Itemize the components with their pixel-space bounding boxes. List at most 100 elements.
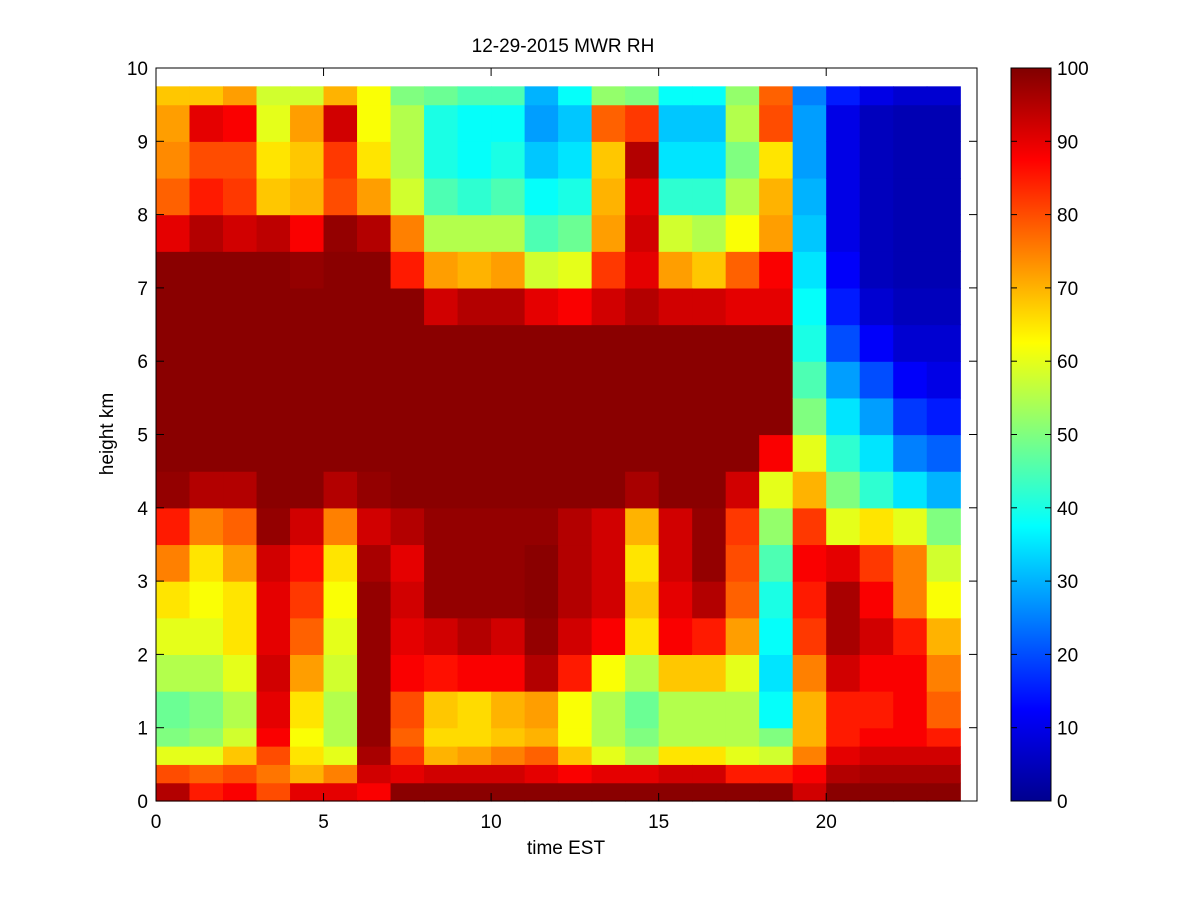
heatmap-cell <box>424 746 459 765</box>
heatmap-cell <box>692 782 727 802</box>
heatmap-cell <box>658 397 693 436</box>
heatmap-cell <box>759 471 794 509</box>
heatmap-cell <box>390 86 425 106</box>
heatmap-cell <box>357 727 392 747</box>
heatmap-cell <box>491 251 526 289</box>
heatmap-cell <box>457 177 492 216</box>
heatmap-cell <box>290 544 325 582</box>
colorbar-tick-label: 60 <box>1057 352 1078 373</box>
heatmap-cell <box>256 782 291 802</box>
heatmap-cell <box>826 617 861 655</box>
heatmap-cell <box>424 764 459 784</box>
heatmap-cell <box>491 782 526 802</box>
heatmap-cell <box>156 471 191 509</box>
heatmap-cell <box>725 324 760 362</box>
x-tick-label: 0 <box>151 812 162 833</box>
heatmap-cell <box>223 177 258 216</box>
heatmap-cell <box>357 617 392 655</box>
heatmap-cell <box>692 654 727 692</box>
heatmap-cell <box>591 691 626 729</box>
heatmap-cell <box>323 214 358 252</box>
heatmap-cell <box>290 471 325 509</box>
heatmap-cell <box>223 581 258 619</box>
heatmap-cell <box>390 617 425 655</box>
heatmap-cell <box>625 434 660 472</box>
heatmap-cell <box>859 141 894 179</box>
heatmap-cell <box>759 287 794 326</box>
heatmap-cell <box>524 727 559 747</box>
heatmap-cell <box>859 251 894 289</box>
heatmap-cell <box>692 471 727 509</box>
heatmap-cell <box>558 581 593 619</box>
y-tick-label: 7 <box>137 279 148 300</box>
y-axis-label: height km <box>97 393 118 475</box>
heatmap-cell <box>859 287 894 326</box>
heatmap-cell <box>926 727 961 747</box>
heatmap-cell <box>189 507 224 546</box>
heatmap-cell <box>759 397 794 436</box>
heatmap-cell <box>323 397 358 436</box>
heatmap-cell <box>591 581 626 619</box>
heatmap-cell <box>491 177 526 216</box>
heatmap-cell <box>826 251 861 289</box>
heatmap-cell <box>625 177 660 216</box>
heatmap-cell <box>357 251 392 289</box>
heatmap-cell <box>156 654 191 692</box>
heatmap-cell <box>457 251 492 289</box>
heatmap-cell <box>792 86 827 106</box>
heatmap-cell <box>524 361 559 399</box>
heatmap-cell <box>491 654 526 692</box>
heatmap-cell <box>792 251 827 289</box>
heatmap-cell <box>189 617 224 655</box>
heatmap-cell <box>491 434 526 472</box>
heatmap-cell <box>759 746 794 765</box>
heatmap-cell <box>859 782 894 802</box>
heatmap-cell <box>189 727 224 747</box>
heatmap-cell <box>290 434 325 472</box>
heatmap-cell <box>792 782 827 802</box>
heatmap-cell <box>491 746 526 765</box>
heatmap-cell <box>658 507 693 546</box>
heatmap-cell <box>156 764 191 784</box>
heatmap-cell <box>457 727 492 747</box>
heatmap-cell <box>826 507 861 546</box>
heatmap-cell <box>859 324 894 362</box>
heatmap-cell <box>256 617 291 655</box>
heatmap-cell <box>591 251 626 289</box>
heatmap-cell <box>558 177 593 216</box>
heatmap-cell <box>156 251 191 289</box>
heatmap-cell <box>625 691 660 729</box>
heatmap-cell <box>725 507 760 546</box>
heatmap-cell <box>625 507 660 546</box>
heatmap-cell <box>457 324 492 362</box>
heatmap-cell <box>457 434 492 472</box>
heatmap-cell <box>491 361 526 399</box>
heatmap-cell <box>759 434 794 472</box>
heatmap-cell <box>491 141 526 179</box>
colorbar-tick-label: 100 <box>1057 59 1089 80</box>
heatmap-cell <box>424 287 459 326</box>
heatmap-cell <box>524 782 559 802</box>
heatmap-cell <box>156 507 191 546</box>
heatmap-cell <box>156 397 191 436</box>
heatmap-cell <box>792 654 827 692</box>
heatmap-cell <box>658 251 693 289</box>
heatmap-cell <box>792 581 827 619</box>
heatmap-cell <box>323 471 358 509</box>
heatmap-cell <box>424 104 459 142</box>
heatmap-cell <box>424 471 459 509</box>
heatmap-cell <box>625 86 660 106</box>
heatmap-cell <box>390 361 425 399</box>
heatmap-cell <box>625 764 660 784</box>
heatmap-cell <box>692 397 727 436</box>
heatmap-cell <box>859 617 894 655</box>
heatmap-cell <box>323 727 358 747</box>
heatmap-cell <box>926 397 961 436</box>
heatmap-cell <box>625 324 660 362</box>
heatmap-cell <box>457 471 492 509</box>
heatmap-cell <box>826 434 861 472</box>
heatmap-cell <box>692 177 727 216</box>
heatmap-cell <box>256 471 291 509</box>
heatmap-cell <box>893 177 928 216</box>
heatmap-cell <box>725 86 760 106</box>
